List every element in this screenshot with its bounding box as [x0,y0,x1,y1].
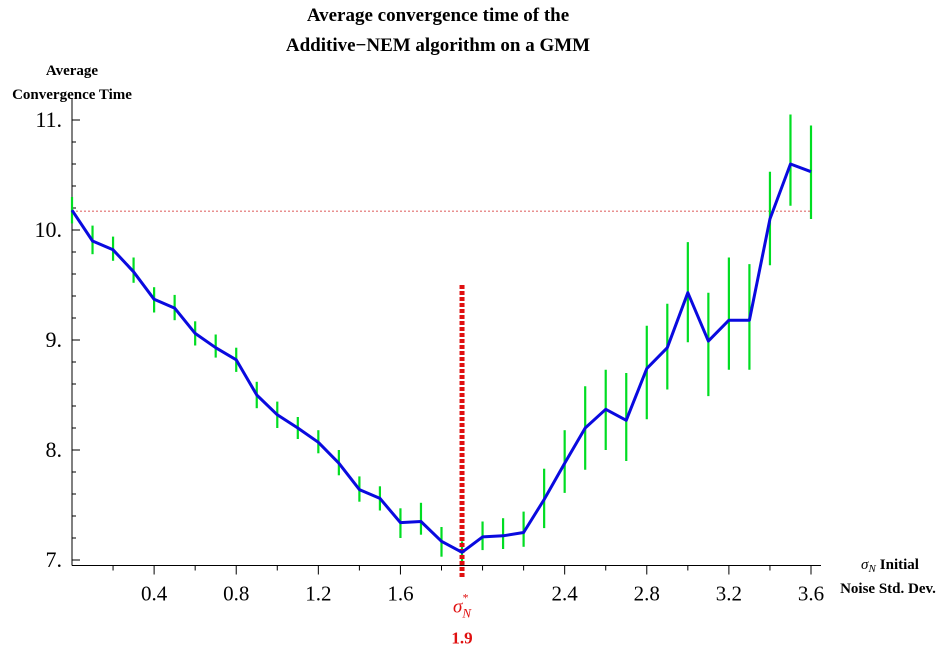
error-bars [70,114,813,563]
optimum-sigma: σ [453,597,463,618]
x-tick-label: 2.4 [552,582,579,606]
y-tick-label: 10. [35,217,63,242]
optimum-superscript: * [462,591,468,605]
series-group [70,162,812,554]
chart-title-line2: Additive−NEM algorithm on a GMM [286,35,590,56]
y-tick-label: 8. [46,437,63,462]
y-axis-label-line1: Average [46,63,99,79]
y-tick-label: 11. [35,107,62,132]
y-axis-label-line2: Convergence Time [12,87,132,103]
axis-tick-labels: 7. 8. 9. 10. 11. 0.4 0.8 1.2 1.6 2.4 2.8 3.2 3.6 [35,107,825,606]
x-axis-label-text1: Initial [880,557,919,573]
x-axis-sigma-symbol: σ [861,557,869,573]
x-tick-label: 3.6 [798,582,824,606]
x-axis-label-line1: σN Initial [861,557,919,575]
y-tick-label: 7. [46,547,63,572]
x-axis-sigma-subscript: N [867,563,876,575]
x-tick-label: 2.8 [634,582,660,606]
series-line [70,162,812,554]
chart-title-line1: Average convergence time of the [307,5,569,26]
x-axis-label-line2: Noise Std. Dev. [840,581,936,597]
optimum-symbol-label: σN* [453,591,472,621]
y-tick-label: 9. [46,327,63,352]
x-tick-label: 0.8 [223,582,249,606]
x-tick-label: 1.2 [305,582,331,606]
x-tick-label: 1.6 [387,582,413,606]
x-tick-label: 0.4 [141,582,168,606]
optimum-subscript: N [461,606,472,621]
x-tick-label: 3.2 [716,582,742,606]
axis-ticks [72,119,812,575]
optimum-value-label: 1.9 [451,629,472,648]
